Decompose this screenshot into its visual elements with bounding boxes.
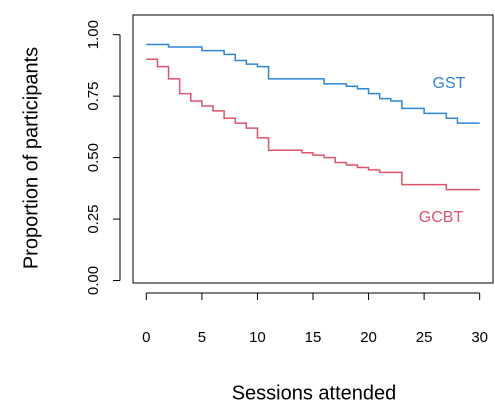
y-tick-label: 0.00 <box>85 266 102 295</box>
y-tick-label: 0.25 <box>85 204 102 233</box>
y-tick-label: 0.75 <box>85 82 102 111</box>
y-tick-label: 0.50 <box>85 143 102 172</box>
x-axis-title: Sessions attended <box>232 382 397 404</box>
x-tick-label: 5 <box>198 329 206 346</box>
x-tick-label: 20 <box>360 329 377 346</box>
x-tick-label: 25 <box>416 329 433 346</box>
series-label: GST <box>433 75 466 92</box>
y-tick-label: 1.00 <box>85 20 102 49</box>
y-axis-title: Proportion of participants <box>20 47 42 269</box>
x-tick-label: 10 <box>249 329 266 346</box>
x-tick-label: 15 <box>305 329 322 346</box>
series-label: GCBT <box>419 209 464 226</box>
x-tick-label: 30 <box>471 329 488 346</box>
x-tick-label: 0 <box>142 329 150 346</box>
plot-box <box>132 14 494 284</box>
step-line <box>146 58 480 191</box>
step-line <box>146 43 480 124</box>
